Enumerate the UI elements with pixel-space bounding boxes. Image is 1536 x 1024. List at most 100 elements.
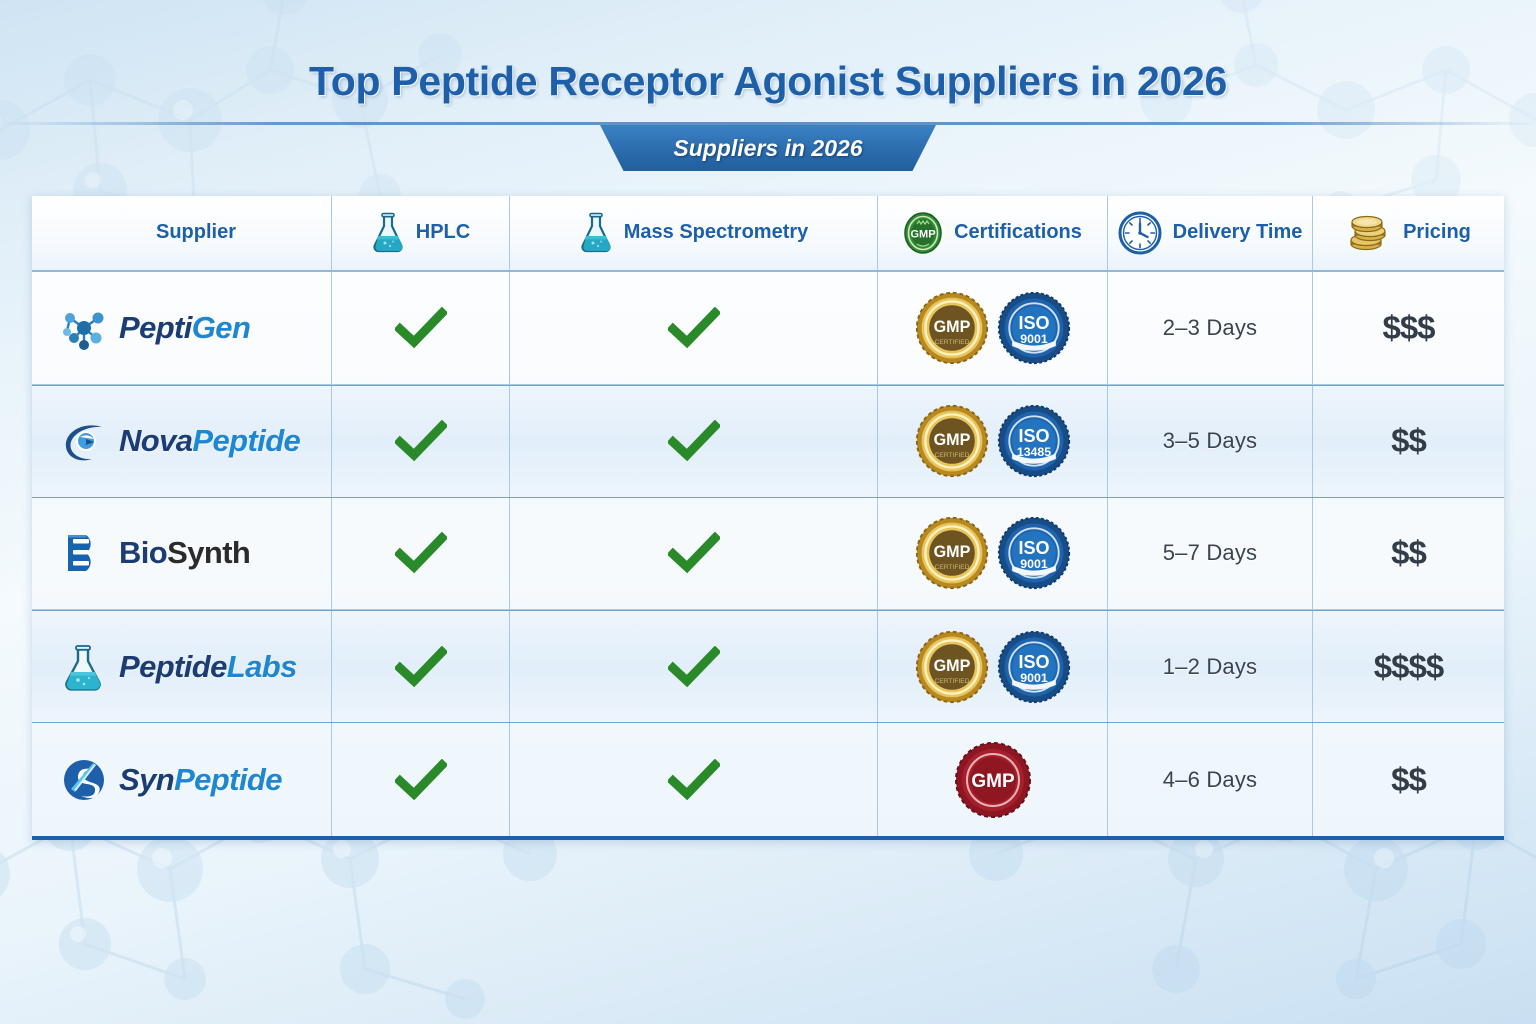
- supplier-cell: PeptiGen: [32, 271, 332, 384]
- svg-text:GMP: GMP: [911, 228, 936, 240]
- supplier-comparison-table: Supplier HPLC: [32, 196, 1504, 840]
- svg-text:GMP: GMP: [933, 431, 970, 449]
- column-header-delivery-time-label: Delivery Time: [1172, 221, 1303, 244]
- svg-text:GMP: GMP: [971, 771, 1015, 792]
- gmp-oval-icon: GMP: [904, 212, 942, 254]
- table-row[interactable]: BioSynth: [32, 497, 1504, 611]
- delivery-time-cell: 1–2 Days: [1108, 611, 1313, 723]
- pricing-value: $$: [1391, 534, 1427, 572]
- svg-text:ISO: ISO: [1018, 652, 1049, 672]
- supplier-logo-text: PeptiGen: [119, 309, 251, 345]
- certifications-cell: GMP CERTIFIED ISO 9001: [878, 497, 1108, 610]
- molecule-node-icon: [63, 312, 104, 350]
- table-row[interactable]: PeptideLabs: [32, 610, 1504, 724]
- table-row[interactable]: NovaPeptide: [32, 384, 1504, 498]
- book-b-icon: [68, 535, 91, 572]
- subtitle-ribbon: Suppliers in 2026: [600, 125, 936, 171]
- hplc-cell: [332, 385, 510, 497]
- column-header-hplc-label: HPLC: [415, 221, 471, 244]
- hplc-cell: [332, 611, 510, 723]
- column-header-delivery-time: Delivery Time: [1108, 196, 1313, 270]
- check-icon: [394, 420, 447, 462]
- check-icon: [394, 758, 447, 800]
- mass-spectrometry-cell: [510, 611, 878, 723]
- pricing-cell: $$: [1313, 498, 1504, 610]
- mass-spectrometry-cell: [510, 385, 878, 497]
- column-header-supplier: Supplier: [32, 196, 332, 270]
- certifications-cell: GMP CERTIFIED ISO 9001: [878, 271, 1108, 384]
- iso-blue-seal-icon: ISO 13485: [997, 405, 1070, 478]
- mass-spectrometry-cell: [510, 497, 878, 610]
- delivery-time-value: 3–5 Days: [1162, 428, 1258, 454]
- page-title: Top Peptide Receptor Agonist Suppliers i…: [309, 58, 1227, 104]
- supplier-cell: NovaPeptide: [32, 385, 332, 497]
- clock-icon: [1118, 211, 1162, 255]
- coins-icon: [1350, 215, 1386, 251]
- svg-text:CERTIFIED: CERTIFIED: [934, 678, 969, 685]
- pricing-cell: $$: [1313, 723, 1504, 836]
- column-header-mass-spectrometry-label: Mass Spectrometry: [623, 221, 809, 244]
- gmp-red-seal-icon: GMP: [954, 741, 1031, 818]
- check-icon: [394, 306, 447, 349]
- supplier-logo-peptidelabs: PeptideLabs: [60, 643, 297, 691]
- column-header-hplc: HPLC: [332, 196, 510, 270]
- swoosh-icon: [65, 425, 102, 461]
- title-divider: [0, 122, 1536, 125]
- table-row[interactable]: SynPeptide: [32, 723, 1504, 837]
- svg-text:CERTIFIED: CERTIFIED: [934, 565, 969, 572]
- supplier-cell: BioSynth: [32, 497, 332, 610]
- gmp-gold-seal-icon: GMP CERTIFIED: [915, 630, 988, 703]
- supplier-logo-text: SynPeptide: [119, 761, 282, 797]
- check-icon: [667, 645, 720, 688]
- svg-text:GMP: GMP: [933, 318, 970, 336]
- delivery-time-value: 5–7 Days: [1162, 540, 1258, 566]
- delivery-time-cell: 4–6 Days: [1108, 723, 1313, 837]
- column-header-pricing: Pricing: [1313, 196, 1504, 270]
- svg-text:CERTIFIED: CERTIFIED: [934, 339, 969, 346]
- svg-text:ISO: ISO: [1018, 426, 1049, 446]
- svg-text:GMP: GMP: [933, 657, 970, 675]
- flask-icon: [581, 212, 611, 253]
- check-icon: [394, 645, 447, 688]
- header: Top Peptide Receptor Agonist Suppliers i…: [0, 0, 1536, 190]
- check-icon: [667, 420, 720, 462]
- pricing-cell: $$: [1313, 386, 1504, 497]
- certifications-cell: GMP: [878, 723, 1108, 837]
- table-header-row: Supplier HPLC: [32, 196, 1504, 272]
- svg-text:CERTIFIED: CERTIFIED: [934, 452, 969, 459]
- pricing-value: $$: [1391, 422, 1427, 460]
- delivery-time-cell: 5–7 Days: [1108, 497, 1313, 610]
- table-row[interactable]: PeptiGen: [32, 271, 1504, 385]
- supplier-logo-peptigen: PeptiGen: [60, 304, 251, 352]
- supplier-logo-novapeptide: NovaPeptide: [60, 417, 301, 465]
- check-icon: [667, 758, 720, 800]
- check-icon: [667, 532, 720, 574]
- gmp-gold-seal-icon: GMP CERTIFIED: [915, 517, 988, 590]
- gmp-gold-seal-icon: GMP CERTIFIED: [915, 405, 988, 478]
- certifications-cell: GMP CERTIFIED ISO 13485: [878, 385, 1108, 497]
- svg-text:ISO: ISO: [1018, 538, 1049, 558]
- s-circle-icon: [64, 759, 104, 800]
- delivery-time-cell: 3–5 Days: [1108, 385, 1313, 497]
- delivery-time-value: 4–6 Days: [1162, 766, 1258, 792]
- svg-text:9001: 9001: [1020, 332, 1048, 346]
- check-icon: [667, 306, 720, 349]
- delivery-time-value: 2–3 Days: [1162, 314, 1258, 340]
- column-header-certifications-label: Certifications: [954, 221, 1082, 244]
- pricing-value: $$: [1391, 760, 1427, 798]
- pricing-value: $$$: [1382, 308, 1435, 346]
- delivery-time-cell: 2–3 Days: [1108, 271, 1313, 384]
- pricing-cell: $$$$: [1313, 611, 1504, 722]
- iso-blue-seal-icon: ISO 9001: [997, 291, 1070, 364]
- column-header-certifications: GMP Certifications: [878, 196, 1108, 270]
- supplier-logo-synpeptide: SynPeptide: [60, 756, 282, 804]
- column-header-mass-spectrometry: Mass Spectrometry: [510, 196, 878, 270]
- flask-icon: [373, 212, 403, 253]
- check-icon: [394, 532, 447, 574]
- column-header-pricing-label: Pricing: [1403, 221, 1471, 244]
- subtitle-text: Suppliers in 2026: [673, 134, 863, 161]
- svg-text:13485: 13485: [1016, 445, 1050, 459]
- supplier-logo-text: BioSynth: [119, 535, 251, 571]
- hplc-cell: [332, 271, 510, 384]
